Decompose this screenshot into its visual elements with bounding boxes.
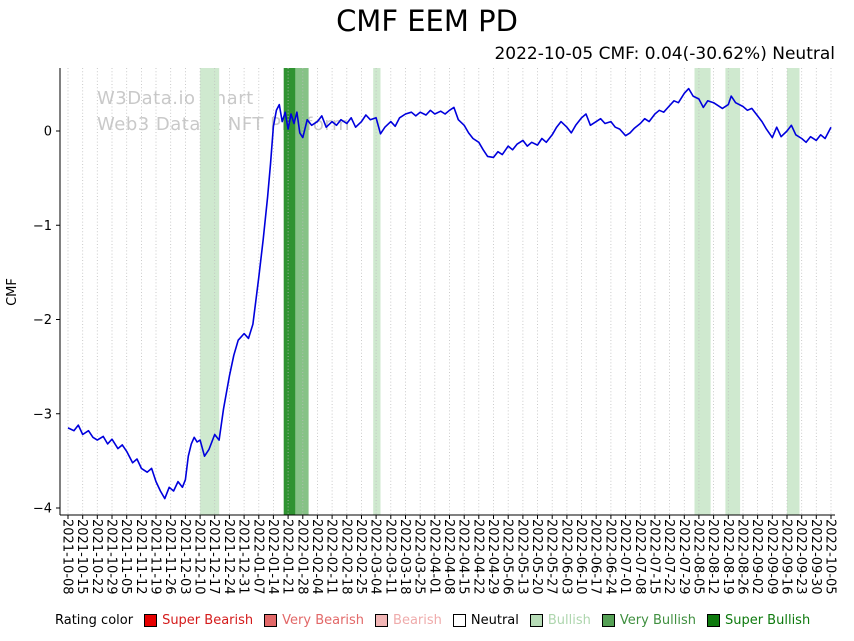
x-tick-label: 2022-08-12 bbox=[705, 519, 720, 595]
rating-band bbox=[373, 68, 381, 515]
x-tick-label: 2022-06-10 bbox=[573, 519, 588, 595]
x-tick-label: 2022-01-28 bbox=[294, 519, 309, 595]
x-tick-label: 2021-12-17 bbox=[206, 519, 221, 595]
x-tick-label: 2021-10-29 bbox=[104, 519, 119, 595]
x-tick-label: 2022-05-06 bbox=[500, 519, 515, 595]
legend-swatch bbox=[264, 614, 278, 627]
x-tick-label: 2021-12-24 bbox=[221, 519, 236, 595]
chart-title: CMF EEM PD bbox=[336, 4, 518, 38]
x-tick-label: 2022-04-15 bbox=[456, 519, 471, 595]
x-tick-label: 2022-05-20 bbox=[529, 519, 544, 595]
legend-item-label: Neutral bbox=[470, 613, 519, 628]
x-tick-label: 2022-09-23 bbox=[793, 519, 808, 595]
x-tick-label: 2022-09-16 bbox=[779, 519, 794, 595]
legend-item-label: Very Bullish bbox=[619, 613, 696, 628]
y-tick-label: −2 bbox=[33, 313, 52, 328]
x-tick-label: 2021-10-22 bbox=[89, 519, 104, 595]
x-tick-label: 2022-04-29 bbox=[485, 519, 500, 595]
y-tick-label: −4 bbox=[33, 502, 52, 517]
x-tick-label: 2022-04-22 bbox=[470, 519, 485, 595]
x-tick-label: 2022-02-25 bbox=[353, 519, 368, 595]
legend-swatch bbox=[706, 614, 720, 627]
legend-swatch bbox=[144, 614, 158, 627]
x-tick-label: 2021-11-19 bbox=[148, 519, 163, 595]
x-tick-label: 2022-07-01 bbox=[617, 519, 632, 595]
x-tick-label: 2022-03-18 bbox=[397, 519, 412, 595]
x-tick-label: 2022-02-18 bbox=[338, 519, 353, 595]
rating-band bbox=[694, 68, 711, 515]
x-tick-label: 2022-05-27 bbox=[544, 519, 559, 595]
x-tick-label: 2022-06-24 bbox=[602, 519, 617, 595]
x-tick-label: 2021-11-05 bbox=[118, 519, 133, 595]
x-tick-label: 2022-07-15 bbox=[646, 519, 661, 595]
x-tick-label: 2022-07-29 bbox=[676, 519, 691, 595]
x-tick-label: 2022-08-26 bbox=[735, 519, 750, 595]
x-tick-label: 2022-01-14 bbox=[265, 519, 280, 595]
legend-item-very-bearish: Very Bearish bbox=[264, 613, 364, 628]
x-tick-label: 2022-01-07 bbox=[250, 519, 265, 595]
rating-band bbox=[200, 68, 220, 515]
x-tick-label: 2021-12-03 bbox=[177, 519, 192, 595]
x-tick-label: 2021-10-08 bbox=[60, 519, 75, 595]
legend-item-very-bullish: Very Bullish bbox=[601, 613, 696, 628]
x-tick-label: 2022-07-22 bbox=[661, 519, 676, 595]
cmf-line bbox=[67, 87, 832, 500]
x-tick-label: 2022-02-11 bbox=[324, 519, 339, 595]
legend-item-bullish: Bullish bbox=[529, 613, 591, 628]
x-tick-label: 2022-08-19 bbox=[720, 519, 735, 595]
legend-item-label: Bullish bbox=[547, 613, 591, 628]
x-tick-label: 2021-11-26 bbox=[162, 519, 177, 595]
x-tick-label: 2022-04-01 bbox=[426, 519, 441, 595]
x-tick-label: 2022-06-17 bbox=[588, 519, 603, 595]
legend-item-label: Very Bearish bbox=[282, 613, 365, 628]
rating-legend: Rating color Super Bearish Very Bearish Be… bbox=[55, 613, 810, 628]
legend-item-label: Super Bearish bbox=[162, 613, 254, 628]
x-tick-label: 2022-07-08 bbox=[632, 519, 647, 595]
legend-item-neutral: Neutral bbox=[452, 613, 519, 628]
x-tick-label: 2022-05-13 bbox=[514, 519, 529, 595]
chart-subtitle: 2022-10-05 CMF: 0.04(-30.62%) Neutral bbox=[494, 44, 835, 64]
x-tick-label: 2022-01-21 bbox=[280, 519, 295, 595]
x-tick-label: 2021-12-31 bbox=[236, 519, 251, 595]
x-tick-label: 2022-10-05 bbox=[823, 519, 838, 595]
x-tick-label: 2022-02-04 bbox=[309, 519, 324, 595]
x-tick-label: 2022-06-03 bbox=[558, 519, 573, 595]
x-tick-label: 2022-03-25 bbox=[412, 519, 427, 595]
y-axis-title: CMF bbox=[5, 278, 20, 306]
y-tick-label: 0 bbox=[44, 125, 52, 140]
x-tick-label: 2022-03-11 bbox=[382, 519, 397, 595]
legend-item-label: Bearish bbox=[393, 613, 442, 628]
legend-swatch bbox=[375, 614, 389, 627]
rating-band bbox=[295, 68, 309, 515]
legend-label: Rating color bbox=[55, 613, 134, 628]
legend-swatch bbox=[601, 614, 615, 627]
x-tick-label: 2022-09-02 bbox=[749, 519, 764, 595]
legend-item-super-bearish: Super Bearish bbox=[144, 613, 253, 628]
x-tick-label: 2021-10-15 bbox=[74, 519, 89, 595]
x-tick-label: 2022-08-05 bbox=[690, 519, 705, 595]
x-tick-label: 2022-09-09 bbox=[764, 519, 779, 595]
rating-band bbox=[725, 68, 741, 515]
legend-item-label: Super Bullish bbox=[724, 613, 811, 628]
x-tick-label: 2021-12-10 bbox=[192, 519, 207, 595]
x-tick-label: 2022-03-04 bbox=[368, 519, 383, 595]
legend-swatch bbox=[452, 614, 466, 627]
rating-band bbox=[787, 68, 800, 515]
y-tick-label: −3 bbox=[33, 407, 52, 422]
x-tick-label: 2021-11-12 bbox=[133, 519, 148, 595]
legend-swatch bbox=[529, 614, 543, 627]
rating-band bbox=[283, 68, 296, 515]
x-tick-label: 2022-09-30 bbox=[808, 519, 823, 595]
x-tick-label: 2022-04-08 bbox=[441, 519, 456, 595]
y-tick-label: −1 bbox=[33, 219, 52, 234]
legend-item-super-bullish: Super Bullish bbox=[706, 613, 811, 628]
legend-item-bearish: Bearish bbox=[375, 613, 442, 628]
